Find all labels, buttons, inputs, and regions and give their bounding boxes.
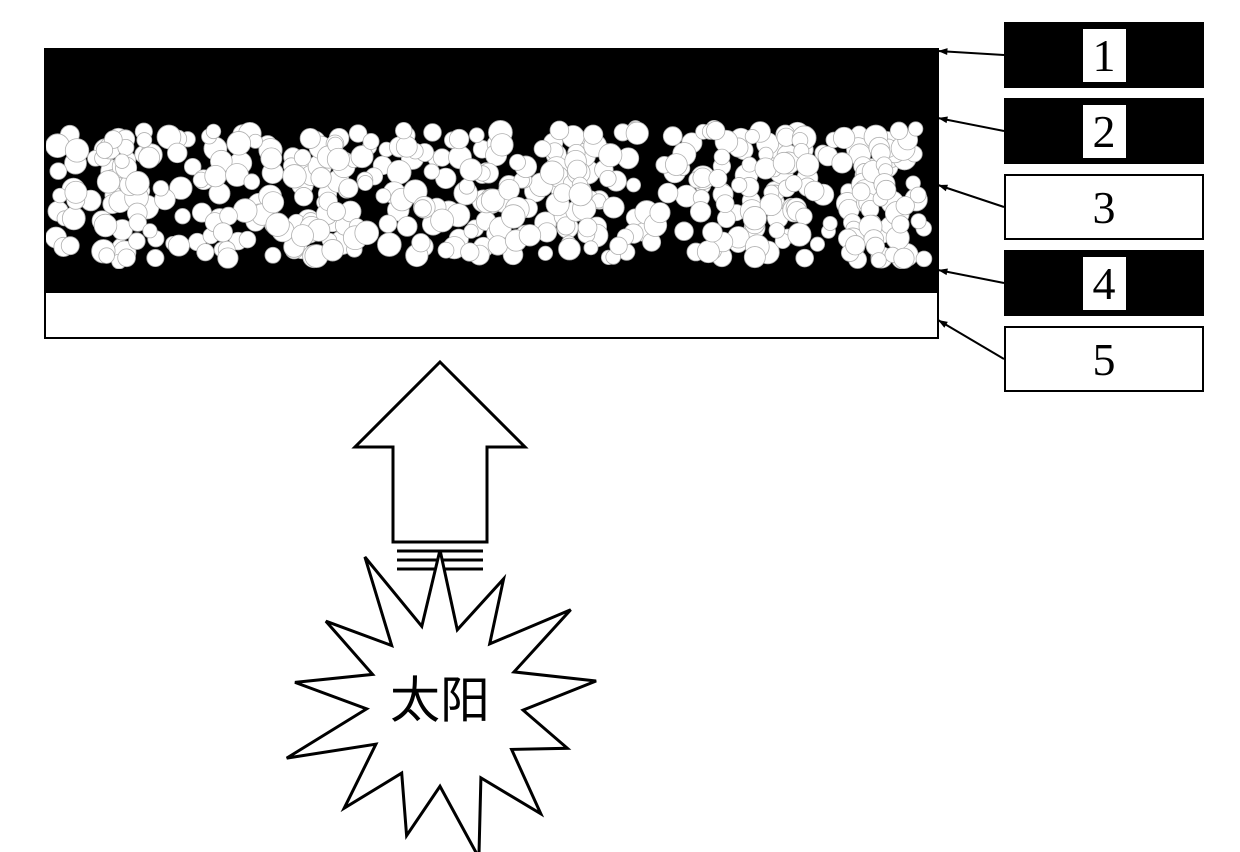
legend-box-3: 3 (1004, 174, 1204, 240)
legend-box-4: 4 (1004, 250, 1204, 316)
layer-5 (45, 292, 938, 338)
legend-number-3: 3 (1093, 181, 1116, 234)
callout-line-3 (938, 185, 1004, 207)
legend-number-2: 2 (1083, 105, 1126, 158)
layer-4 (45, 269, 938, 292)
legend-number-4: 4 (1083, 257, 1126, 310)
legend-box-5: 5 (1004, 326, 1204, 392)
callout-line-4 (938, 270, 1004, 283)
sun-label: 太阳 (390, 673, 490, 729)
legend-number-1: 1 (1083, 29, 1126, 82)
callout-line-5 (938, 320, 1004, 359)
callout-line-2 (938, 118, 1004, 131)
legend-box-1: 1 (1004, 22, 1204, 88)
layer-1 (45, 49, 938, 101)
legend-box-2: 2 (1004, 98, 1204, 164)
callout-arrowhead-1 (938, 48, 948, 55)
legend-number-5: 5 (1093, 333, 1116, 386)
callout-arrowhead-5 (938, 320, 948, 328)
callout-arrowhead-3 (938, 185, 948, 192)
callout-line-1 (938, 51, 1004, 55)
up-arrow (355, 362, 525, 542)
